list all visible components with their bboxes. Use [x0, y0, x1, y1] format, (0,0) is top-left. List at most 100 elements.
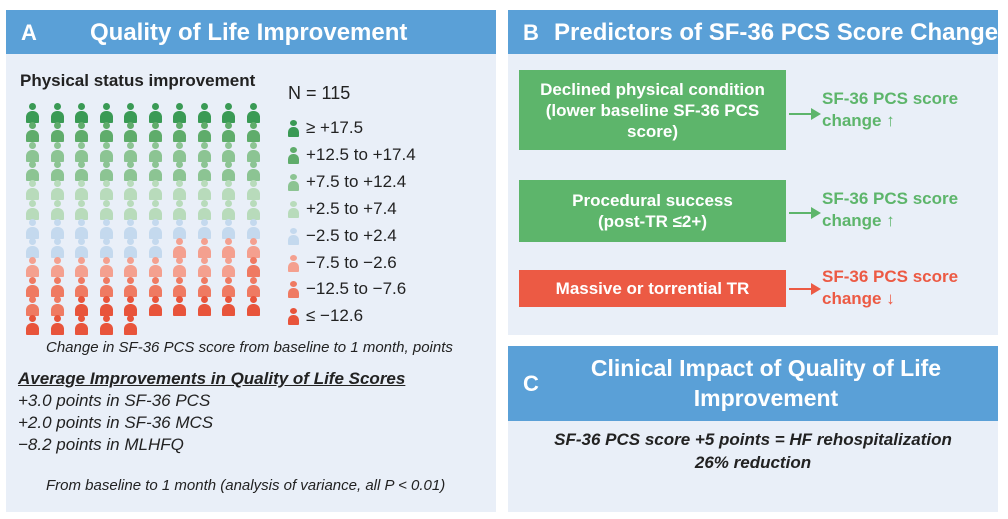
person-icon [173, 218, 186, 239]
predictor-label: Procedural success (post-TR ≤2+) [572, 191, 733, 231]
axis-caption: Change in SF-36 PCS score from baseline … [46, 339, 453, 356]
legend-label: −7.5 to −2.6 [306, 252, 397, 272]
panel-clinical-impact: C Clinical Impact of Quality of Life Imp… [508, 346, 998, 512]
person-icon [124, 315, 137, 336]
person-icon [148, 296, 162, 316]
person-icon [99, 238, 113, 259]
predictor-label: Massive or torrential TR [555, 279, 750, 298]
person-icon [197, 160, 211, 181]
avg-line-mcs: +2.0 points in SF-36 MCS [18, 413, 214, 432]
patient-icon-grid [26, 103, 271, 336]
person-icon [99, 122, 113, 143]
person-icon [50, 141, 64, 162]
person-icon [173, 199, 186, 220]
person-icon [75, 141, 88, 162]
person-icon [246, 257, 260, 278]
person-icon [148, 238, 162, 259]
outcome-direction: change ↓ [822, 289, 895, 308]
person-icon [50, 103, 64, 123]
person-icon [75, 238, 88, 259]
person-icon [197, 199, 211, 220]
panel-b-letter: B [523, 20, 539, 45]
person-icon [148, 160, 162, 181]
person-icon [75, 315, 88, 336]
person-icon [173, 276, 186, 297]
person-icon [148, 141, 162, 162]
person-icon [197, 141, 211, 162]
person-icon [197, 276, 211, 297]
predictor-outcome: SF-36 PCS score change ↑ [822, 188, 958, 232]
person-icon [148, 276, 162, 297]
legend-label: +12.5 to +17.4 [306, 144, 416, 164]
legend-label: +2.5 to +7.4 [306, 198, 397, 218]
person-icon [124, 296, 137, 316]
person-icon [197, 238, 211, 259]
person-icon [246, 218, 260, 239]
person-icon [75, 122, 88, 143]
person-icon [288, 200, 299, 218]
person-icon [75, 257, 88, 278]
panel-a-header: A Quality of Life Improvement [6, 10, 496, 54]
person-icon [222, 238, 235, 259]
panel-c-header: C Clinical Impact of Quality of Life Imp… [508, 346, 998, 421]
person-icon [148, 180, 162, 201]
person-icon [50, 199, 64, 220]
impact-line-1: SF-36 PCS score +5 points = HF rehospita… [554, 430, 952, 449]
footnote: From baseline to 1 month (analysis of va… [46, 477, 446, 494]
legend-label: ≥ +17.5 [306, 118, 364, 137]
person-icon [173, 160, 186, 181]
person-icon [246, 141, 260, 162]
person-icon [26, 141, 39, 162]
person-icon [99, 199, 113, 220]
person-icon [288, 120, 299, 137]
person-icon [50, 180, 64, 201]
predictor-outcome: SF-36 PCS score change ↑ [822, 88, 958, 132]
outcome-line: SF-36 PCS score [822, 189, 959, 208]
person-icon [222, 180, 235, 201]
panel-predictors: B Predictors of SF-36 PCS Score Change D… [508, 10, 998, 335]
person-icon [222, 257, 235, 278]
person-icon [246, 296, 260, 316]
person-icon [173, 141, 186, 162]
person-icon [26, 160, 39, 181]
person-icon [197, 296, 211, 316]
arrow-right-icon [789, 207, 821, 219]
person-icon [124, 276, 137, 297]
panel-a-title: Quality of Life Improvement [90, 19, 408, 46]
person-icon [26, 257, 39, 278]
panel-b-header: B Predictors of SF-36 PCS Score Change [508, 10, 998, 54]
person-icon [75, 218, 88, 239]
person-icon [26, 238, 39, 259]
panel-quality-of-life: A Quality of Life Improvement Physical s… [6, 10, 496, 512]
person-icon [50, 276, 64, 297]
person-icon [50, 315, 64, 336]
person-icon [124, 257, 137, 278]
person-icon [222, 276, 235, 297]
person-icon [173, 122, 186, 143]
person-icon [26, 122, 39, 143]
person-icon [222, 218, 235, 239]
person-icon [246, 180, 260, 201]
person-icon [288, 173, 299, 191]
person-icon [246, 122, 260, 143]
person-icon [124, 180, 137, 201]
predictor-box-procedural-success: Procedural success (post-TR ≤2+) [519, 180, 786, 242]
person-icon [246, 276, 260, 297]
person-icon [26, 296, 39, 316]
legend-label: −12.5 to −7.6 [306, 279, 407, 299]
person-icon [99, 180, 113, 201]
predictor-outcome: SF-36 PCS score change ↓ [822, 266, 958, 310]
person-icon [124, 199, 137, 220]
arrow-right-icon [789, 108, 821, 120]
person-icon [75, 180, 88, 201]
panel-b-title: Predictors of SF-36 PCS Score Change [554, 19, 999, 46]
person-icon [197, 103, 211, 123]
person-icon [75, 296, 88, 316]
legend-label: ≤ −12.6 [306, 306, 364, 326]
person-icon [246, 199, 260, 220]
outcome-direction: change ↑ [822, 211, 895, 230]
person-icon [99, 218, 113, 239]
person-icon [148, 122, 162, 143]
n-label: N = 115 [288, 83, 351, 103]
person-icon [75, 103, 88, 123]
